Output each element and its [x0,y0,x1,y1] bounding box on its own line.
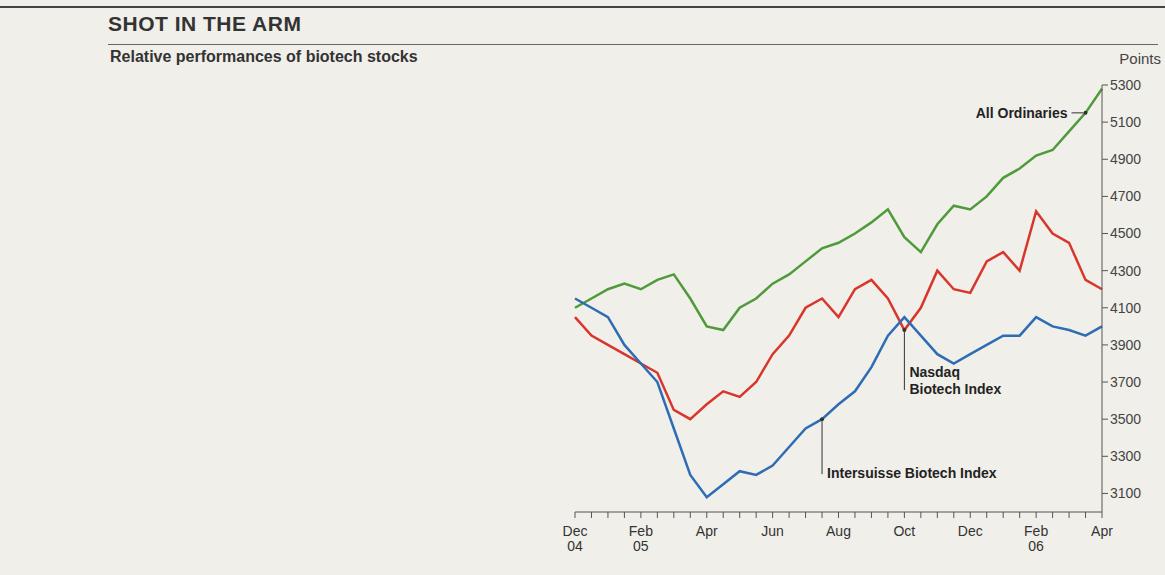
svg-text:4300: 4300 [1110,263,1141,279]
svg-text:Dec04: Dec04 [563,523,588,554]
svg-text:Oct: Oct [893,523,915,539]
svg-text:Apr: Apr [696,523,718,539]
svg-text:Dec: Dec [958,523,983,539]
svg-text:5100: 5100 [1110,114,1141,130]
svg-text:3500: 3500 [1110,411,1141,427]
svg-text:3700: 3700 [1110,374,1141,390]
svg-text:4100: 4100 [1110,300,1141,316]
svg-text:All Ordinaries: All Ordinaries [976,105,1068,121]
html-text:Points: Points [1119,50,1161,67]
svg-text:3900: 3900 [1110,337,1141,353]
svg-text:4500: 4500 [1110,225,1141,241]
svg-text:NasdaqBiotech Index: NasdaqBiotech Index [909,364,1001,397]
svg-text:Feb05: Feb05 [629,523,653,554]
svg-text:Aug: Aug [826,523,851,539]
svg-text:Apr: Apr [1091,523,1113,539]
svg-text:4900: 4900 [1110,151,1141,167]
svg-text:Intersuisse Biotech Index: Intersuisse Biotech Index [827,465,997,481]
html-text:SHOT IN THE ARM: SHOT IN THE ARM [108,12,302,35]
svg-text:3100: 3100 [1110,485,1141,501]
svg-text:Feb06: Feb06 [1024,523,1048,554]
svg-text:5300: 5300 [1110,77,1141,93]
svg-text:Jun: Jun [761,523,784,539]
svg-text:3300: 3300 [1110,448,1141,464]
html-text:Relative performances of biote: Relative performances of biotech stocks [110,48,418,65]
svg-text:4700: 4700 [1110,188,1141,204]
